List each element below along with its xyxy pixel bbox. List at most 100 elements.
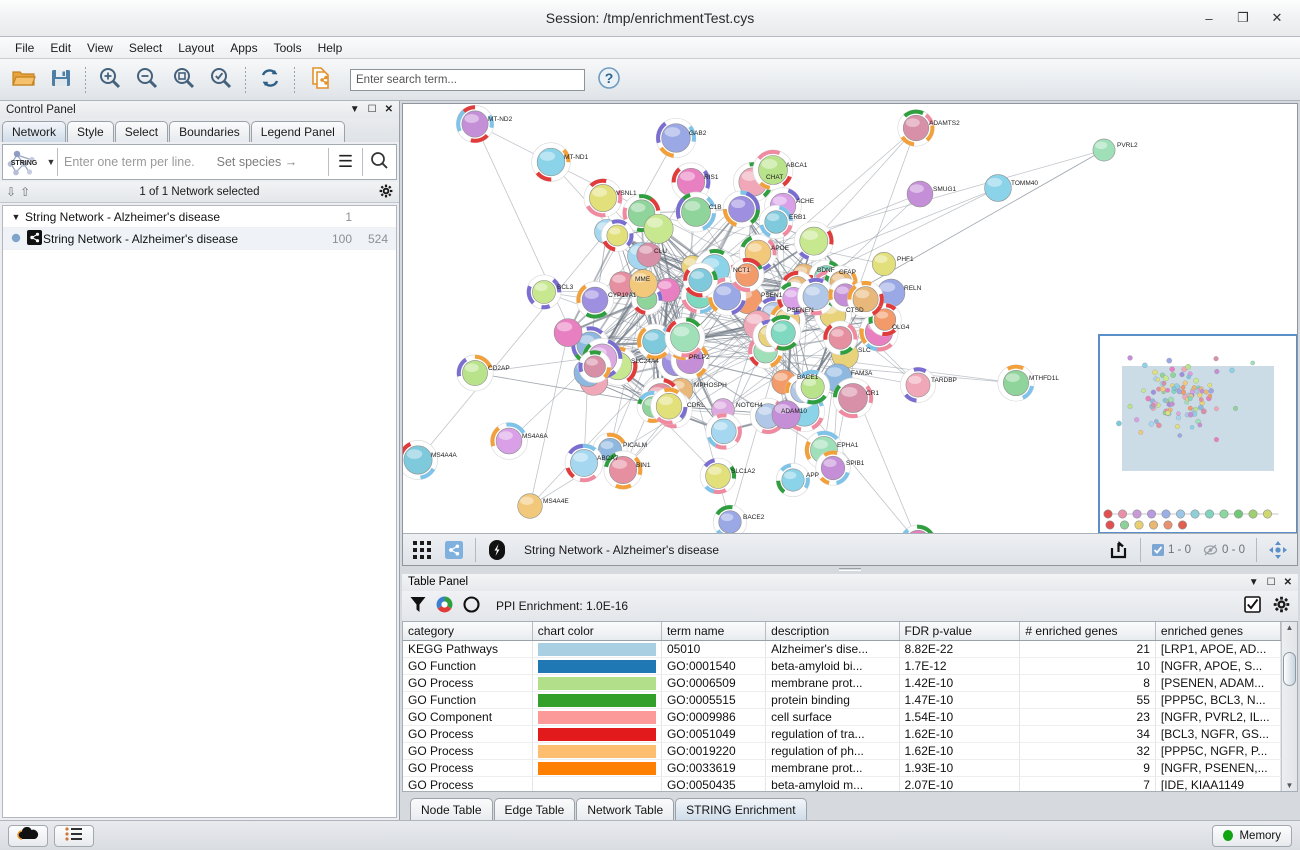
network-node[interactable] bbox=[583, 178, 623, 218]
network-node[interactable] bbox=[984, 174, 1012, 202]
table-row[interactable]: GO Process GO:0033619 membrane prot... 1.93… bbox=[403, 759, 1282, 778]
network-node[interactable] bbox=[771, 400, 801, 430]
network-node[interactable] bbox=[775, 462, 811, 498]
node-sphere[interactable] bbox=[906, 180, 934, 208]
network-node[interactable] bbox=[705, 413, 743, 450]
close-panel-icon[interactable]: ✕ bbox=[384, 104, 393, 115]
birds-eye-viewport[interactable] bbox=[1122, 366, 1274, 471]
network-node[interactable] bbox=[752, 149, 794, 191]
node-sphere[interactable] bbox=[1092, 138, 1116, 162]
network-node[interactable] bbox=[517, 493, 543, 519]
network-node[interactable] bbox=[456, 354, 494, 392]
node-sphere[interactable] bbox=[553, 318, 583, 347]
network-node[interactable] bbox=[456, 105, 494, 143]
node-sphere[interactable] bbox=[1002, 369, 1030, 397]
network-node[interactable] bbox=[603, 450, 643, 490]
network-node[interactable] bbox=[712, 504, 748, 533]
network-node[interactable] bbox=[675, 191, 717, 233]
network-node[interactable] bbox=[906, 180, 934, 208]
node-sphere[interactable] bbox=[838, 383, 868, 413]
network-node[interactable] bbox=[900, 367, 936, 403]
tab-legend-panel[interactable]: Legend Panel bbox=[250, 121, 345, 142]
network-nodes[interactable] bbox=[403, 105, 1116, 533]
tab-string-enrichment[interactable]: STRING Enrichment bbox=[675, 798, 807, 820]
string-species-label[interactable]: Set species → bbox=[216, 155, 298, 169]
select-all-checkbox-icon[interactable] bbox=[1244, 596, 1261, 616]
string-search-button[interactable] bbox=[363, 145, 396, 179]
node-sphere[interactable] bbox=[820, 455, 846, 481]
minimize-button[interactable]: – bbox=[1205, 10, 1213, 26]
column-header-enriched-genes[interactable]: enriched genes bbox=[1155, 621, 1282, 642]
node-sphere[interactable] bbox=[643, 213, 674, 244]
network-node[interactable] bbox=[553, 318, 583, 347]
chevron-down-icon[interactable]: ▼ bbox=[349, 104, 360, 115]
node-sphere[interactable] bbox=[852, 286, 879, 313]
network-node[interactable] bbox=[629, 269, 658, 298]
network-node[interactable] bbox=[650, 387, 688, 425]
menu-file[interactable]: File bbox=[15, 40, 35, 55]
tab-network[interactable]: Network bbox=[2, 121, 67, 142]
table-row[interactable]: GO Process GO:0019220 regulation of ph... 1… bbox=[403, 742, 1282, 761]
node-sphere[interactable] bbox=[670, 322, 700, 353]
tab-select[interactable]: Select bbox=[114, 121, 169, 142]
network-node[interactable] bbox=[795, 369, 831, 405]
node-sphere[interactable] bbox=[770, 320, 796, 346]
network-node[interactable] bbox=[793, 221, 834, 262]
birds-eye-view[interactable] bbox=[1098, 334, 1297, 533]
network-canvas[interactable]: MT-ND2 MT-ND1 VSNL1 GAB2 RIS1 C1B CHAT ABCA1 ACH… bbox=[403, 104, 1297, 533]
maximize-button[interactable]: ❐ bbox=[1237, 10, 1249, 25]
refresh-button[interactable] bbox=[252, 63, 288, 97]
table-row[interactable]: GO Function GO:0001540 beta-amyloid bi... 1… bbox=[403, 657, 1282, 676]
node-sphere[interactable] bbox=[828, 326, 853, 350]
menu-help[interactable]: Help bbox=[317, 40, 343, 55]
node-sphere[interactable] bbox=[589, 184, 617, 212]
network-node[interactable] bbox=[403, 440, 438, 480]
grid-layout-button[interactable] bbox=[407, 537, 437, 563]
menu-tools[interactable]: Tools bbox=[273, 40, 302, 55]
network-node[interactable] bbox=[531, 142, 571, 182]
network-node[interactable] bbox=[722, 190, 761, 228]
close-button[interactable]: ✕ bbox=[1271, 10, 1283, 25]
tree-twisty-icon[interactable]: ▼ bbox=[11, 211, 21, 222]
table-row[interactable]: GO Process GO:0051049 regulation of tra...… bbox=[403, 725, 1282, 744]
memory-indicator[interactable]: Memory bbox=[1212, 824, 1292, 847]
node-sphere[interactable] bbox=[609, 456, 637, 484]
node-sphere[interactable] bbox=[536, 147, 566, 177]
network-node[interactable] bbox=[897, 109, 935, 147]
table-row[interactable]: GO Process GO:0050435 beta-amyloid m... 2.0… bbox=[403, 776, 1282, 791]
node-sphere[interactable] bbox=[688, 268, 713, 293]
menu-apps[interactable]: Apps bbox=[230, 40, 258, 55]
column-header-enriched-count[interactable]: # enriched genes bbox=[1019, 621, 1156, 642]
network-node[interactable] bbox=[699, 457, 737, 495]
node-sphere[interactable] bbox=[495, 427, 523, 455]
column-header-chart-color[interactable]: chart color bbox=[532, 621, 662, 642]
node-sphere[interactable] bbox=[902, 114, 930, 142]
network-node[interactable] bbox=[847, 280, 885, 318]
open-session-button[interactable] bbox=[6, 63, 42, 97]
help-button[interactable]: ? bbox=[598, 67, 620, 92]
search-input[interactable]: Enter search term... bbox=[350, 68, 585, 91]
node-sphere[interactable] bbox=[629, 269, 658, 298]
network-node[interactable] bbox=[729, 257, 765, 293]
zoom-selected-button[interactable] bbox=[203, 63, 239, 97]
zoom-out-button[interactable] bbox=[129, 63, 165, 97]
node-sphere[interactable] bbox=[713, 282, 742, 311]
node-sphere[interactable] bbox=[581, 286, 609, 314]
chevron-down-icon[interactable]: ▼ bbox=[1248, 576, 1259, 588]
node-sphere[interactable] bbox=[799, 226, 829, 256]
network-node[interactable] bbox=[600, 219, 634, 252]
node-sphere[interactable] bbox=[800, 375, 825, 400]
scroll-thumb[interactable] bbox=[1283, 651, 1296, 686]
filter-funnel-icon[interactable] bbox=[410, 596, 426, 616]
menu-select[interactable]: Select bbox=[128, 40, 163, 55]
network-node[interactable] bbox=[655, 117, 697, 159]
string-query-input[interactable]: Enter one term per line. Set species → bbox=[58, 145, 328, 179]
selected-edges-indicator[interactable]: 0 - 0 bbox=[1198, 544, 1250, 556]
network-node[interactable] bbox=[576, 281, 614, 319]
menu-edit[interactable]: Edit bbox=[50, 40, 72, 55]
table-settings-gear-icon[interactable] bbox=[1273, 596, 1290, 616]
tab-style[interactable]: Style bbox=[67, 121, 114, 142]
scroll-up-arrow-icon[interactable]: ▲ bbox=[1285, 622, 1294, 632]
chart-donut-icon[interactable] bbox=[463, 596, 480, 616]
